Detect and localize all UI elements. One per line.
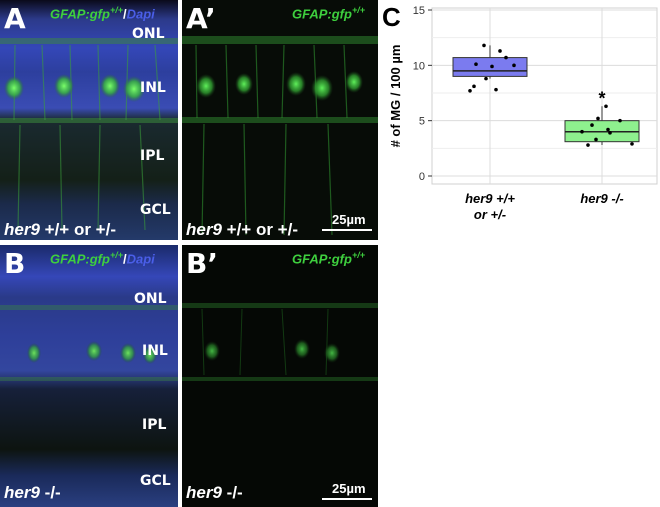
layer-label-onl: ONL: [134, 291, 167, 307]
data-point: [512, 63, 516, 68]
plot-area: [431, 7, 658, 185]
boxplot-chart: C 0 5 10 15 # of MG / 100 µm * her9 +/+or +…: [382, 2, 658, 222]
data-point: [474, 62, 478, 67]
panel-letter-a-prime: A’: [186, 2, 216, 35]
panel-letter-b: B: [4, 247, 26, 280]
x-category-label: her9 -/-: [580, 191, 623, 206]
panel-b-prime-genotype-caption: her9 -/-: [186, 483, 243, 503]
x-category-label: her9 +/+: [465, 191, 515, 206]
layer-label-onl: ONL: [132, 26, 165, 42]
y-tick-label: 10: [413, 60, 425, 72]
data-point: [608, 131, 612, 135]
data-point: [490, 64, 494, 69]
x-category-label-line2: or +/-: [474, 207, 506, 222]
panel-a-prime-genotype-caption: her9 +/+ or +/-: [186, 220, 298, 240]
retina-gfp-image: [182, 245, 378, 507]
panel-letter-a: A: [4, 2, 26, 35]
layer-label-ipl: IPL: [140, 148, 165, 164]
panel-a-genotype-caption: her9 +/+ or +/-: [4, 220, 116, 240]
data-point: [594, 137, 598, 142]
gene-name: her9: [4, 220, 40, 239]
panel-a-prime-title: GFAP:gfp+/+: [292, 5, 365, 21]
gfp-genotype-sup: +/+: [351, 5, 365, 15]
gene-name: her9: [186, 220, 222, 239]
data-point: [606, 127, 610, 132]
data-point: [586, 143, 590, 147]
data-point: [472, 84, 476, 89]
data-point: [484, 76, 488, 81]
retina-merged-image: [0, 245, 178, 507]
data-point: [482, 43, 486, 48]
data-point: [494, 87, 498, 92]
scale-bar-label: 25µm: [332, 212, 366, 227]
scale-bar: [322, 498, 372, 500]
data-point: [596, 116, 600, 121]
box: [452, 57, 528, 77]
gfp-label: GFAP:gfp: [50, 251, 110, 267]
dapi-label: Dapi: [126, 6, 155, 22]
data-point: [618, 118, 622, 123]
dapi-label: Dapi: [126, 251, 155, 267]
y-tick-label: 5: [419, 116, 425, 128]
gene-name: her9: [186, 483, 222, 502]
y-axis: 0 5 10 15: [413, 5, 432, 183]
gfp-genotype-sup: +/+: [109, 5, 123, 15]
genotype: -/-: [44, 483, 61, 502]
panel-a-prime-gfp-image: A’ GFAP:gfp+/+ her9 +/+ or +/- 25µm: [182, 0, 378, 240]
boxes: [452, 45, 640, 146]
gfp-label: GFAP:gfp: [292, 6, 352, 22]
data-point: [630, 142, 634, 146]
genotype: +/+ or +/-: [44, 220, 116, 239]
layer-label-inl: INL: [140, 80, 166, 96]
panel-b-merged-image: B GFAP:gfp+/+/Dapi ONL INL IPL GCL her9 …: [0, 245, 178, 507]
genotype: -/-: [226, 483, 243, 502]
y-axis-label: # of MG / 100 µm: [388, 45, 403, 148]
gfp-label: GFAP:gfp: [292, 251, 352, 267]
data-point: [590, 123, 594, 127]
gfp-label: GFAP:gfp: [50, 6, 110, 22]
panel-a-title: GFAP:gfp+/+/Dapi: [50, 5, 155, 21]
panel-b-prime-gfp-image: B’ GFAP:gfp+/+ her9 -/- 25µm: [182, 245, 378, 507]
gfp-genotype-sup: +/+: [351, 250, 365, 260]
data-point: [604, 104, 608, 109]
title-slash: /: [122, 251, 127, 267]
layer-label-inl: INL: [142, 343, 168, 359]
panel-a-merged-image: A GFAP:gfp+/+/Dapi ONL INL IPL GCL her9 …: [0, 0, 178, 240]
significance-asterisk: *: [598, 88, 605, 108]
scale-bar: [322, 229, 372, 231]
x-axis-labels: her9 +/+or +/- her9 -/-: [465, 191, 624, 222]
data-point: [504, 55, 508, 60]
data-point: [498, 49, 502, 53]
retina-gfp-image: [182, 0, 378, 240]
gfp-genotype-sup: +/+: [109, 250, 123, 260]
data-points: [468, 43, 634, 147]
scale-bar-label: 25µm: [332, 481, 366, 496]
panel-b-title: GFAP:gfp+/+/Dapi: [50, 250, 155, 266]
genotype: +/+ or +/-: [226, 220, 298, 239]
data-point: [468, 88, 472, 93]
panel-letter-b-prime: B’: [186, 247, 218, 280]
y-tick-label: 0: [419, 171, 425, 183]
layer-label-gcl: GCL: [140, 473, 171, 489]
panel-letter-c: C: [382, 2, 401, 32]
layer-label-gcl: GCL: [140, 202, 171, 218]
panel-b-genotype-caption: her9 -/-: [4, 483, 61, 503]
gene-name: her9: [4, 483, 40, 502]
title-slash: /: [122, 6, 127, 22]
panel-b-prime-title: GFAP:gfp+/+: [292, 250, 365, 266]
y-tick-label: 15: [413, 5, 425, 17]
gridlines: [432, 8, 657, 184]
retina-merged-image: [0, 0, 178, 240]
layer-label-ipl: IPL: [142, 417, 167, 433]
data-point: [580, 129, 584, 134]
